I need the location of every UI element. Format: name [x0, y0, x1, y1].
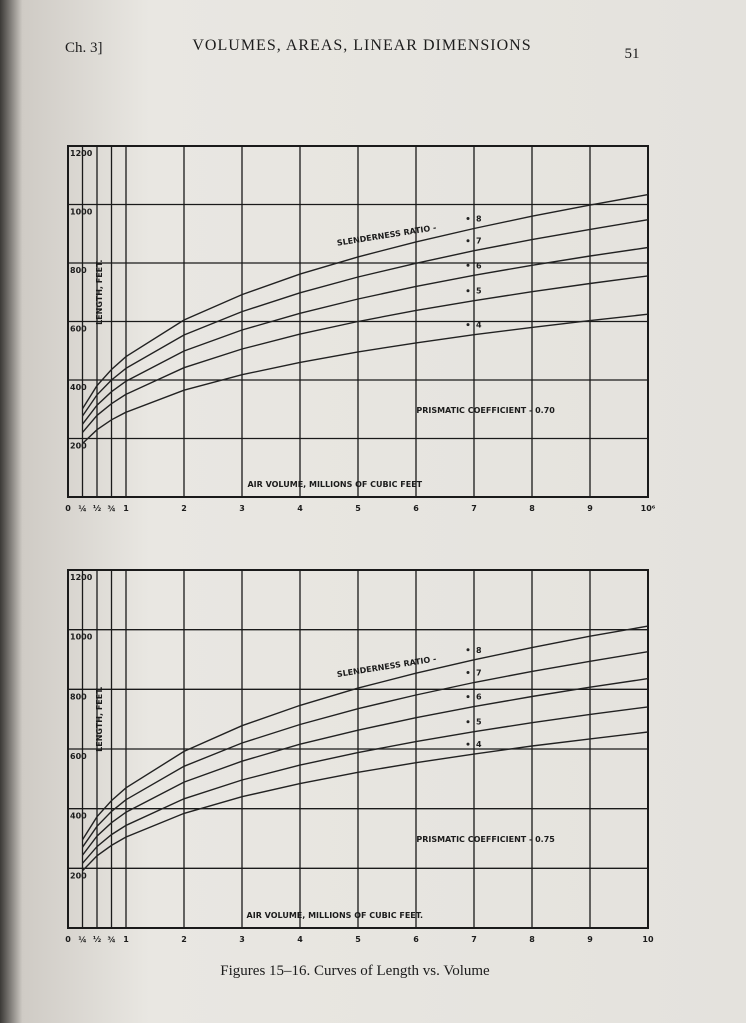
- y-tick-label: 400: [70, 383, 87, 392]
- x-tick-label: 1: [123, 935, 129, 944]
- y-tick-label: 200: [70, 442, 87, 451]
- series-line: [81, 731, 649, 872]
- page-number: 51: [625, 46, 640, 62]
- x-tick-label: 10⁶: [641, 504, 656, 513]
- x-axis-label: AIR VOLUME, MILLIONS OF CUBIC FEET.: [247, 911, 424, 920]
- marker-dot: [466, 695, 470, 699]
- chapter: Ch. 3]: [65, 40, 103, 56]
- series-name: 6: [476, 693, 482, 702]
- y-tick-label: 800: [70, 266, 87, 275]
- y-tick-label: 600: [70, 752, 87, 761]
- x-tick-label: 4: [297, 504, 303, 513]
- x-tick-label: 3: [239, 935, 245, 944]
- x-tick-label: ¾: [107, 504, 115, 513]
- series-name: 7: [476, 668, 482, 677]
- series-name: 8: [476, 646, 482, 655]
- x-tick-label: 2: [181, 504, 187, 513]
- x-tick-label: 7: [471, 504, 477, 513]
- series-line: [81, 193, 649, 410]
- x-tick-label: 2: [181, 935, 187, 944]
- marker-dot: [466, 648, 470, 652]
- y-axis-label: LENGTH, FEET.: [95, 686, 104, 751]
- series-line: [81, 677, 649, 856]
- marker-dot: [466, 289, 470, 293]
- series-line: [81, 706, 649, 864]
- y-tick-label: 200: [70, 871, 87, 880]
- y-tick-label: 1000: [70, 208, 93, 217]
- series-line: [81, 246, 649, 425]
- x-tick-label: ¾: [107, 935, 115, 944]
- x-tick-label: 8: [529, 504, 535, 513]
- x-tick-label: 8: [529, 935, 535, 944]
- y-axis-label: LENGTH, FEET.: [95, 260, 104, 325]
- series-line: [81, 219, 649, 417]
- series-name: 7: [476, 237, 482, 246]
- series-line: [81, 275, 649, 433]
- x-tick-label: 7: [471, 935, 477, 944]
- series-line: [81, 625, 649, 841]
- x-tick-label: 0: [65, 935, 71, 944]
- marker-dot: [466, 216, 470, 220]
- x-tick-label: 5: [355, 504, 361, 513]
- x-tick-label: 4: [297, 935, 303, 944]
- x-tick-label: 1: [123, 504, 129, 513]
- series-name: 5: [476, 287, 482, 296]
- x-tick-label: 5: [355, 935, 361, 944]
- x-tick-label: 9: [587, 935, 593, 944]
- y-tick-label: 800: [70, 692, 87, 701]
- x-tick-label: 6: [413, 935, 419, 944]
- x-tick-label: ¼: [78, 934, 86, 944]
- caption: Figures 15–16. Curves of Length vs. Volu…: [220, 963, 490, 979]
- x-tick-label: ½: [93, 934, 101, 944]
- y-tick-label: 1200: [70, 573, 93, 582]
- coefficient-note: PRISMATIC COEFFICIENT - 0.75: [416, 835, 555, 844]
- page-title: VOLUMES, AREAS, LINEAR DIMENSIONS: [192, 37, 531, 54]
- x-tick-label: 0: [65, 504, 71, 513]
- series-line: [82, 313, 649, 445]
- series-name: 5: [476, 718, 482, 727]
- marker-dot: [466, 670, 470, 674]
- x-tick-label: 3: [239, 504, 245, 513]
- y-tick-label: 600: [70, 325, 87, 334]
- series-name: 8: [476, 214, 482, 223]
- marker-dot: [466, 742, 470, 746]
- coefficient-note: PRISMATIC COEFFICIENT - 0.70: [416, 406, 555, 415]
- x-tick-label: ½: [93, 503, 101, 513]
- marker-dot: [466, 323, 470, 327]
- series-name: 4: [476, 740, 482, 749]
- marker-dot: [466, 720, 470, 724]
- series-line: [81, 651, 649, 848]
- y-tick-label: 1200: [70, 149, 93, 158]
- series-name: 6: [476, 261, 482, 270]
- x-axis-label: AIR VOLUME, MILLIONS OF CUBIC FEET: [247, 480, 422, 489]
- marker-dot: [466, 263, 470, 267]
- y-tick-label: 400: [70, 812, 87, 821]
- x-tick-label: 10: [642, 935, 654, 944]
- x-tick-label: 6: [413, 504, 419, 513]
- x-tick-label: ¼: [78, 503, 86, 513]
- series-name: 4: [476, 321, 482, 330]
- x-tick-label: 9: [587, 504, 593, 513]
- marker-dot: [466, 239, 470, 243]
- y-tick-label: 1000: [70, 633, 93, 642]
